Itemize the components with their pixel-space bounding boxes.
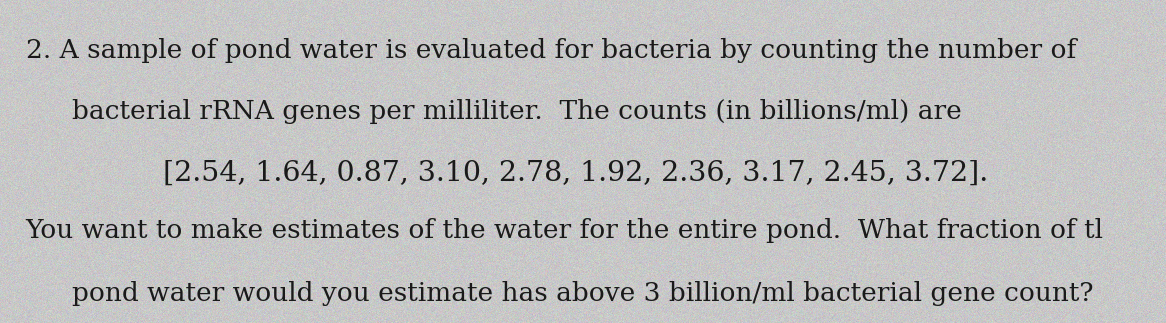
Text: [2.54, 1.64, 0.87, 3.10, 2.78, 1.92, 2.36, 3.17, 2.45, 3.72].: [2.54, 1.64, 0.87, 3.10, 2.78, 1.92, 2.3… — [163, 159, 989, 186]
Text: bacterial rRNA genes per milliliter.  The counts (in billions/ml) are: bacterial rRNA genes per milliliter. The… — [72, 99, 962, 124]
Text: 2. A sample of pond water is evaluated for bacteria by counting the number of: 2. A sample of pond water is evaluated f… — [26, 37, 1076, 63]
Text: pond water would you estimate has above 3 billion/ml bacterial gene count?: pond water would you estimate has above … — [72, 281, 1094, 307]
Text: You want to make estimates of the water for the entire pond.  What fraction of t: You want to make estimates of the water … — [26, 218, 1104, 244]
